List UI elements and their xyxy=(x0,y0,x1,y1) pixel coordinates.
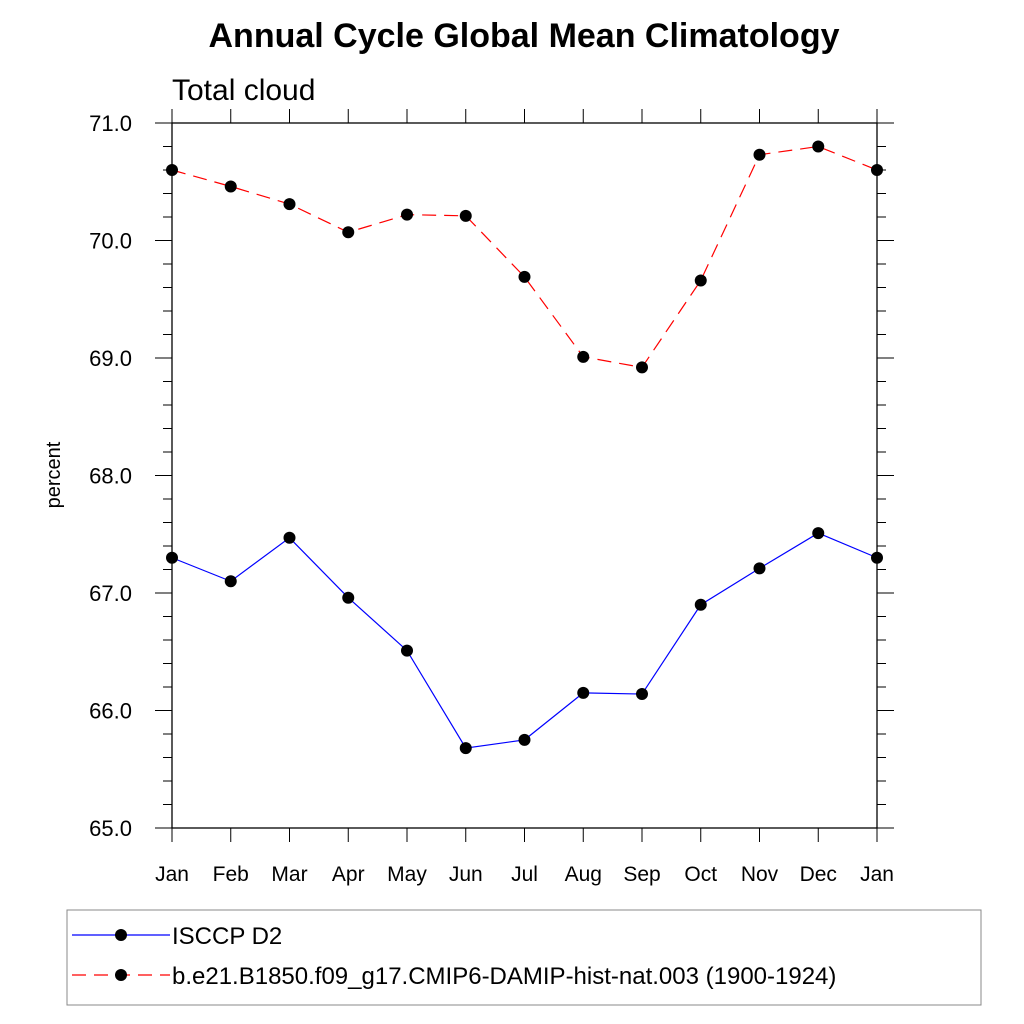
data-point xyxy=(224,575,237,588)
data-point xyxy=(812,140,825,153)
x-tick-label: Feb xyxy=(213,863,249,886)
data-point xyxy=(636,688,648,701)
data-point xyxy=(518,270,531,283)
data-point xyxy=(694,274,707,287)
y-tick-label: 70.0 xyxy=(89,229,132,254)
data-point xyxy=(753,562,766,575)
data-point xyxy=(401,208,413,221)
data-point xyxy=(518,733,531,746)
legend-item: ISCCP D2 xyxy=(72,923,282,950)
x-tick-label: Jun xyxy=(449,863,483,886)
y-tick-label: 69.0 xyxy=(89,346,132,371)
series-1 xyxy=(166,527,883,755)
data-point xyxy=(283,198,296,211)
data-point xyxy=(342,226,355,239)
legend: ISCCP D2 b.e21.B1850.f09_g17.CMIP6-DAMIP-… xyxy=(66,909,982,1006)
data-point xyxy=(577,350,590,363)
x-tick-label: Mar xyxy=(271,863,307,886)
y-axis-label: percent xyxy=(43,441,65,508)
x-tick-label: Sep xyxy=(623,863,660,886)
x-tick-label: Jan xyxy=(155,863,189,886)
plot-frame xyxy=(171,122,878,829)
legend-marker xyxy=(115,969,127,981)
legend-marker xyxy=(115,929,127,941)
y-tick-label: 66.0 xyxy=(89,699,132,724)
data-point xyxy=(694,598,707,611)
series-line xyxy=(171,532,878,749)
series-2 xyxy=(166,140,883,374)
x-tick-label: Apr xyxy=(332,863,365,886)
y-tick-label: 68.0 xyxy=(89,464,132,489)
legend-item: b.e21.B1850.f09_g17.CMIP6-DAMIP-hist-nat… xyxy=(72,963,836,990)
data-point xyxy=(283,531,296,544)
legend-label: ISCCP D2 xyxy=(172,923,282,950)
y-tick-label: 71.0 xyxy=(89,111,132,136)
x-tick-label: Jul xyxy=(511,863,538,886)
x-tick-label: Jan xyxy=(860,863,894,886)
series-line xyxy=(171,145,878,369)
x-tick-label: Nov xyxy=(741,863,779,886)
data-point xyxy=(459,209,472,222)
y-tick-label: 67.0 xyxy=(89,581,132,606)
x-tick-label: Oct xyxy=(684,863,717,886)
data-point xyxy=(459,742,472,755)
data-point xyxy=(401,644,413,657)
y-tick-label: 65.0 xyxy=(89,816,132,841)
data-point xyxy=(636,361,648,374)
x-tick-label: May xyxy=(387,863,427,886)
data-point xyxy=(753,148,766,161)
legend-box xyxy=(66,909,982,1006)
series-group xyxy=(166,140,883,755)
data-point xyxy=(224,180,237,193)
x-tick-label: Dec xyxy=(800,863,837,886)
legend-label: b.e21.B1850.f09_g17.CMIP6-DAMIP-hist-nat… xyxy=(172,963,836,990)
chart-subtitle: Total cloud xyxy=(172,74,315,107)
data-point xyxy=(577,686,590,699)
axis-ticks: 65.0 66.0 67.0 68.0 69.0 70.0 71.0 Jan Feb Mar Apr… xyxy=(89,109,894,886)
chart-title: Annual Cycle Global Mean Climatology xyxy=(209,17,840,55)
data-point xyxy=(812,527,825,540)
x-tick-label: Aug xyxy=(565,863,602,886)
data-point xyxy=(342,591,355,604)
